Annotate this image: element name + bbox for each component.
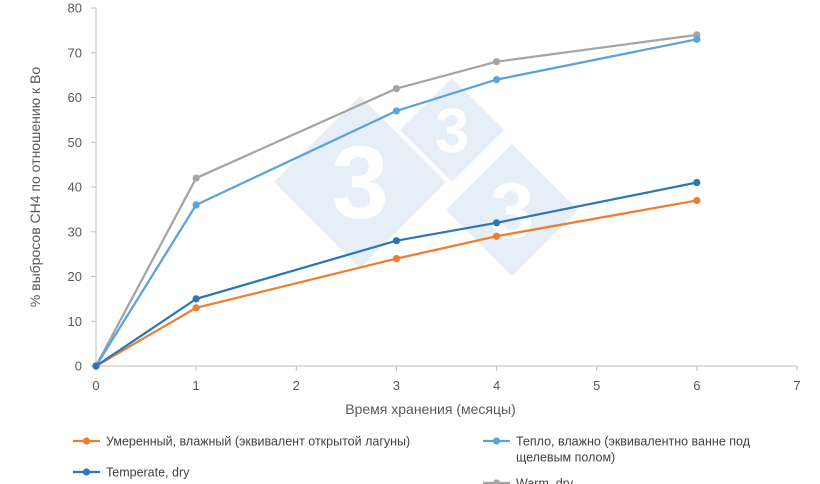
data-point	[492, 76, 501, 84]
watermark-diamond	[446, 144, 578, 276]
watermark-glyph: 3	[331, 125, 388, 240]
legend-label-line: Тепло, влажно (эквивалентно ванне под	[516, 435, 751, 449]
watermark-diamond	[274, 96, 446, 268]
data-point	[693, 35, 701, 43]
data-point	[92, 362, 100, 370]
axes: 0 10 20 30 40 50 60 70 80 0 1 2 3 4 5 6 7	[68, 1, 801, 394]
watermark-logo: 3 33	[274, 78, 578, 276]
legend-label-line: Умеренный, влажный (эквивалент открытой …	[106, 435, 410, 449]
legend-label: Warm, dry	[516, 477, 574, 484]
legend-item-2: Тепло, влажно (эквивалентно ванне под щел…	[483, 435, 751, 465]
x-axis-title: Время хранения (месяцы)	[345, 401, 516, 417]
watermark-tile: 3	[400, 78, 504, 182]
legend-marker	[492, 479, 501, 484]
legend-label-line: щелевым полом)	[516, 451, 615, 465]
data-point	[492, 219, 501, 227]
x-tick-label: 0	[92, 378, 99, 393]
x-tick-label: 6	[693, 378, 700, 393]
watermark-glyph: 3	[435, 97, 469, 166]
data-point	[192, 304, 200, 312]
data-point	[492, 232, 501, 240]
x-tick-label: 4	[493, 378, 500, 393]
y-tick-label: 80	[68, 1, 82, 16]
data-point	[392, 255, 401, 263]
data-point	[693, 196, 701, 205]
legend-label-line: Temperate, dry	[106, 466, 190, 480]
watermark-tile: 3	[274, 96, 446, 268]
data-point	[192, 295, 200, 303]
legend-item-3: Temperate, dry	[73, 466, 190, 480]
legend-label: Тепло, влажно (эквивалентно ванне под щел…	[516, 435, 751, 465]
series-4	[92, 31, 701, 370]
y-tick-label: 70	[68, 45, 82, 60]
y-tick-label: 40	[68, 180, 82, 195]
data-point	[192, 174, 200, 182]
watermark-glyph: 3	[490, 166, 534, 255]
x-tick-label: 3	[393, 378, 400, 393]
legend-marker	[82, 437, 91, 445]
data-point	[693, 178, 701, 187]
legend: Умеренный, влажный (эквивалент открытой …	[73, 435, 751, 484]
series-layer	[92, 31, 701, 370]
legend-label: Умеренный, влажный (эквивалент открытой …	[106, 435, 410, 449]
legend-label-line: Warm, dry	[516, 477, 574, 484]
data-point	[392, 107, 401, 115]
legend-label: Temperate, dry	[106, 466, 190, 480]
x-tick-label: 5	[593, 378, 600, 393]
series-1	[92, 196, 701, 370]
legend-marker	[492, 437, 501, 445]
y-tick-label: 10	[68, 314, 82, 329]
x-tick-label: 1	[193, 378, 200, 393]
watermark-tile: 3	[446, 144, 578, 276]
data-point	[392, 84, 401, 93]
legend-marker	[82, 468, 91, 476]
x-tick-label: 2	[293, 378, 300, 393]
y-tick-label: 50	[68, 135, 82, 150]
watermark-diamond	[400, 78, 504, 182]
x-tick-label: 7	[793, 378, 800, 393]
y-tick-label: 20	[68, 269, 82, 284]
data-point	[492, 58, 501, 66]
data-point	[392, 237, 401, 245]
y-tick-label: 60	[68, 90, 82, 105]
data-point	[192, 201, 200, 209]
series-3	[92, 178, 701, 370]
y-axis-title: % выбросов CH4 по отношению к Bo	[27, 67, 43, 308]
legend-item-4: Warm, dry	[483, 477, 574, 484]
legend-item-1: Умеренный, влажный (эквивалент открытой …	[73, 435, 410, 449]
y-tick-label: 30	[68, 224, 82, 239]
y-tick-label: 0	[75, 359, 82, 374]
